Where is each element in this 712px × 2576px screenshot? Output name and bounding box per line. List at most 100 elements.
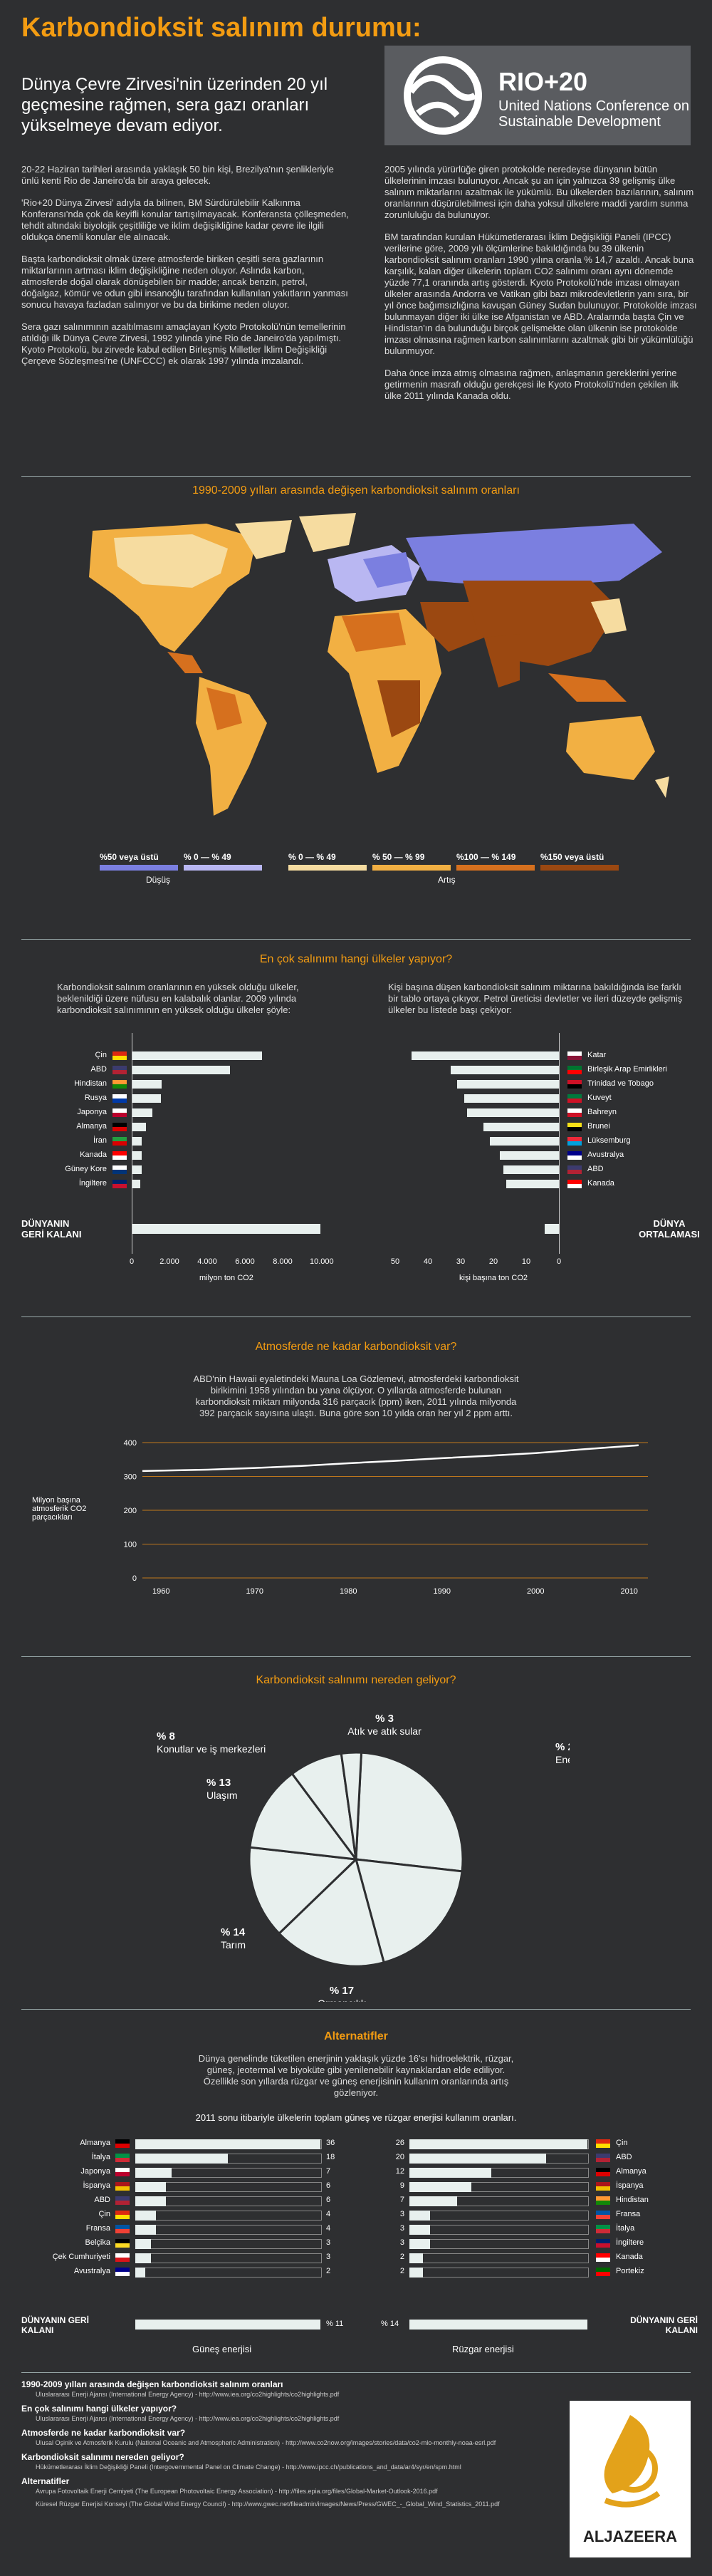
country-label: Hindistan [616,2196,649,2204]
legend-item: %100 — % 149 [456,852,535,881]
rest-value: % 14 [381,2320,399,2328]
bar [132,1094,162,1103]
bar-track [135,2253,322,2263]
country-label: Kanada [616,2253,643,2261]
country-label: Trinidad ve Tobago [587,1079,654,1088]
country-label: Avustralya [587,1151,624,1159]
divider [21,939,691,940]
x-tick-label: 2000 [527,1587,544,1596]
legend-item: %50 veya üstü [100,852,178,881]
divider [21,2372,691,2373]
legend-item: %150 veya üstü [540,852,619,881]
flag-icon [567,1123,582,1131]
map-title: 1990-2009 yılları arasında değişen karbo… [192,484,520,497]
average-bar [545,1224,559,1234]
x-tick-label: 1970 [246,1587,263,1596]
flag-icon [567,1108,582,1117]
flag-icon [596,2182,610,2191]
x-tick-label: 1960 [152,1587,169,1596]
page-title: Karbondioksit salınım durumu: [21,13,422,43]
alt-subtitle: 2011 sonu itibariyle ülkelerin toplam gü… [195,2112,517,2123]
pie-label: Tarım [221,1939,246,1951]
country-label: Kanada [80,1151,107,1159]
bar [467,1108,559,1117]
bar-value: 7 [399,2196,404,2204]
bar-track [409,2239,589,2249]
pie-slice [248,1846,359,1936]
bar [503,1165,559,1174]
country-label: Japonya [80,2167,110,2176]
wind-label: Rüzgar enerjisi [452,2344,514,2354]
bar-value: 6 [326,2181,331,2190]
legend-item: % 0 — % 49 [288,852,367,881]
flag-icon [115,2268,130,2276]
bar-value: 3 [326,2253,331,2261]
alt-rest-right: DÜNYANIN GERİ KALANI [630,2315,698,2335]
pie-slice [248,1772,359,1861]
flag-icon [567,1080,582,1089]
aljazeera-logo: ALJAZEERA [570,2401,691,2557]
flag-icon [115,2253,130,2262]
flag-icon [567,1165,582,1174]
bar-value: 3 [399,2224,404,2233]
bar [135,2225,156,2235]
tick-label: 2.000 [159,1257,179,1266]
bar [132,1066,230,1074]
pie-value: % 17 [330,1985,354,1997]
bar [409,2268,424,2278]
country-label: İspanya [616,2181,644,2190]
co2-line-chart: 0 100 200 300 400 1960 1970 1980 1990 2000 2010 [124,1439,648,1596]
x-tick-label: 1990 [433,1587,450,1596]
pie-label: Konutlar ve iş merkezleri [157,1743,266,1755]
divider [21,1656,691,1657]
bar [132,1123,146,1131]
tick-label: 20 [488,1257,498,1266]
country-label: ABD [616,2153,632,2161]
page-subtitle: Dünya Çevre Zirvesi'nin üzerinden 20 yıl… [21,75,328,135]
country-label: ABD [94,2196,110,2204]
flag-icon [596,2225,610,2233]
bar [135,2182,167,2192]
footer-source[interactable]: Uluslararası Enerji Ajansı (Internationa… [36,2391,340,2398]
bar-value: 4 [326,2210,331,2218]
bar [135,2268,146,2278]
bar-value: 12 [395,2167,404,2176]
bar [409,2239,430,2249]
pie-slice [354,1858,464,1964]
country-label: İngiltere [78,1179,107,1188]
flag-icon [567,1180,582,1188]
flag-icon [115,2239,130,2248]
pie-label: Enerji üretimi [555,1754,570,1765]
country-label: İran [93,1136,107,1145]
bar [483,1123,559,1131]
flag-icon [567,1151,582,1160]
solar-label: Güneş enerjisi [192,2344,252,2354]
tick-label: 0 [129,1257,135,1266]
flag-icon [112,1108,127,1117]
x-tick-label: 1980 [340,1587,357,1596]
bar-value: 26 [395,2139,404,2147]
rest-bar [132,1224,320,1234]
bar [132,1151,142,1160]
country-label: Japonya [77,1108,107,1116]
flag-icon [115,2168,130,2176]
flag-icon [567,1094,582,1103]
pie-value: % 3 [375,1713,394,1725]
intro-paragraph: Daha önce imza atmış olmasına rağmen, an… [384,368,679,401]
footer-source[interactable]: Hükümetlerarası İklim Değişikliği Paneli… [36,2463,461,2471]
aljazeera-emblem-icon [604,2415,661,2508]
tick-label: 4.000 [197,1257,217,1266]
flag-icon [112,1151,127,1160]
flag-icon [112,1165,127,1174]
pie-slice [340,1751,363,1860]
footer-source[interactable]: Ulusal Oşinik ve Atmosferik Kurulu (Nati… [36,2439,496,2446]
footer-heading: Karbondioksit salınımı nereden geliyor? [21,2452,184,2462]
country-label: Fransa [85,2224,110,2233]
bar [451,1066,559,1074]
footer-source[interactable]: Küresel Rüzgar Enerjisi Konseyi (The Glo… [36,2500,500,2508]
footer-source[interactable]: Uluslararası Enerji Ajansı (Internationa… [36,2415,340,2422]
bar [132,1108,153,1117]
world-map [89,513,669,816]
bar [464,1094,559,1103]
footer-source[interactable]: Avrupa Fotovoltaik Enerji Cemiyeti (The … [36,2488,438,2495]
